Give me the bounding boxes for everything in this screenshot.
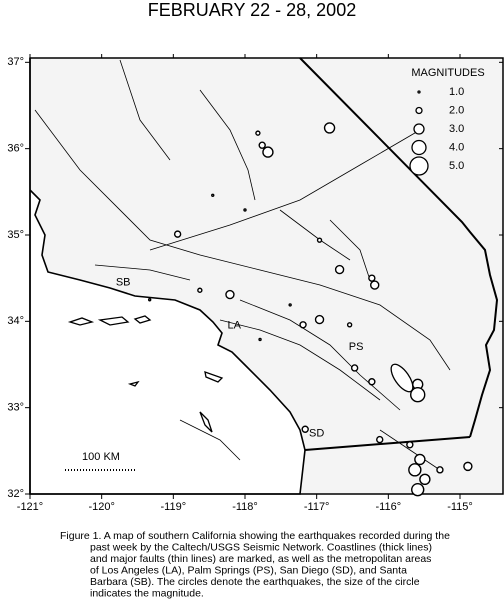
- y-tick-label: 37°: [7, 56, 24, 68]
- map-area: [29, 57, 503, 495]
- earthquake: [436, 466, 444, 474]
- caption-line: Figure 1. A map of southern California s…: [60, 530, 450, 542]
- y-tick-label: 36°: [7, 143, 24, 155]
- x-tick-label: -119°: [161, 501, 187, 513]
- earthquake: [314, 314, 325, 325]
- earthquake: [346, 322, 353, 328]
- legend-symbol: [415, 106, 423, 115]
- caption-line: indicates the magnitude.: [90, 587, 204, 599]
- earthquake: [258, 337, 262, 342]
- legend-label: 5.0: [449, 160, 464, 172]
- map-frame: [29, 57, 504, 495]
- y-tick-label: 35°: [7, 229, 24, 241]
- earthquake: [370, 280, 380, 290]
- earthquake: [368, 378, 376, 386]
- islands: [67, 315, 224, 433]
- earthquake: [376, 435, 384, 444]
- earthquake: [414, 453, 426, 466]
- earthquake: [419, 473, 431, 486]
- caption-line: Barbara (SB). The circles denote the ear…: [90, 576, 420, 588]
- earthquake: [316, 237, 323, 243]
- place-label: SB: [116, 276, 131, 288]
- legend-label: 2.0: [449, 104, 464, 116]
- caption-line: of Los Angeles (LA), Palm Springs (PS), …: [90, 564, 407, 576]
- earthquake: [299, 321, 307, 329]
- earthquake: [301, 425, 309, 433]
- scale-label: 100 KM: [82, 451, 120, 463]
- legend-symbol: [409, 156, 429, 176]
- earthquake: [408, 463, 422, 477]
- earthquake: [288, 303, 292, 307]
- earthquake: [173, 230, 182, 238]
- x-tick-label: -121°: [17, 501, 43, 513]
- legend-label: 1.0: [449, 86, 464, 98]
- earthquake: [411, 482, 425, 497]
- legend-label: 3.0: [449, 123, 464, 135]
- place-label: LA: [228, 320, 242, 332]
- y-tick-label: 32°: [7, 488, 24, 500]
- earthquake: [323, 122, 336, 134]
- earthquake: [255, 130, 261, 136]
- earthquake: [406, 441, 414, 449]
- earthquake: [334, 264, 345, 275]
- legend: MAGNITUDES 1.0 2.0 3.0 4.0 5.0: [409, 67, 485, 176]
- place-label: PS: [349, 341, 364, 353]
- earthquake: [258, 141, 266, 149]
- legend-symbol: [411, 139, 427, 156]
- x-tick-label: -120°: [88, 501, 114, 513]
- state-border: [299, 57, 499, 438]
- ocean-coastline: [29, 58, 306, 495]
- earthquake: [243, 208, 247, 212]
- legend-symbol: [417, 90, 421, 94]
- mexico-border: [304, 436, 471, 451]
- earthquake: [197, 287, 203, 293]
- y-tick-label: 34°: [7, 315, 24, 327]
- legend-symbol: [413, 123, 425, 135]
- earthquake: [147, 298, 152, 302]
- earthquake: [410, 387, 426, 403]
- earthquake: [463, 461, 473, 472]
- caption-line: and major faults (thin lines) are marked…: [90, 553, 431, 565]
- earthquake: [262, 146, 274, 158]
- x-tick-label: -117°: [304, 501, 330, 513]
- x-tick-label: -118°: [232, 501, 258, 513]
- legend-title: MAGNITUDES: [411, 67, 484, 79]
- y-tick-label: 33°: [7, 402, 24, 414]
- x-tick-label: -115°: [447, 501, 473, 513]
- title: FEBRUARY 22 - 28, 2002: [148, 0, 356, 20]
- caption: Figure 1. A map of southern California s…: [60, 530, 450, 600]
- caption-line: past week by the Caltech/USGS Seismic Ne…: [90, 541, 432, 553]
- place-label: SD: [309, 427, 324, 439]
- faults: [34, 59, 451, 471]
- earthquake: [225, 289, 235, 300]
- earthquake: [368, 274, 376, 282]
- earthquake: [211, 193, 215, 197]
- x-tick-label: -116°: [376, 501, 402, 513]
- legend-label: 4.0: [449, 141, 464, 153]
- earthquake: [350, 364, 359, 372]
